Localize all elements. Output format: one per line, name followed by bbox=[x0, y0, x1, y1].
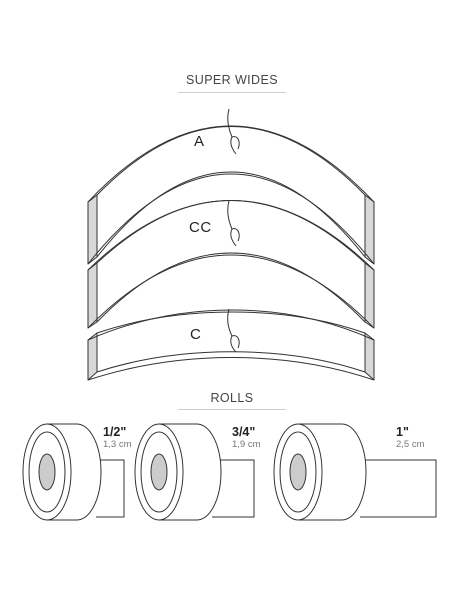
tape-cc-label: CC bbox=[189, 219, 212, 236]
roll-half-inch-metric: 1,3 cm bbox=[103, 439, 132, 450]
rolls-heading: ROLLS bbox=[210, 391, 254, 405]
roll-one-inch-size: 1" bbox=[396, 425, 409, 439]
roll-three-quarter-inch: 3/4" 1,9 cm bbox=[134, 423, 261, 521]
roll-one-inch-metric: 2,5 cm bbox=[396, 439, 425, 450]
roll-three-quarter-inch-metric: 1,9 cm bbox=[232, 439, 261, 450]
roll-three-quarter-inch-size: 3/4" bbox=[232, 425, 255, 439]
rolls-divider bbox=[178, 409, 286, 410]
super-wides-heading: SUPER WIDES bbox=[186, 73, 278, 87]
roll-half-inch-size: 1/2" bbox=[103, 425, 126, 439]
tape-a-label: A bbox=[194, 133, 205, 150]
tape-a: A bbox=[87, 108, 375, 265]
super-wides-divider bbox=[178, 92, 286, 93]
roll-one-inch: 1" 2,5 cm bbox=[273, 423, 437, 521]
roll-half-inch: 1/2" 1,3 cm bbox=[22, 423, 132, 521]
tape-cc: CC bbox=[87, 200, 375, 329]
tape-c: C bbox=[87, 308, 375, 381]
tape-c-label: C bbox=[190, 326, 201, 343]
